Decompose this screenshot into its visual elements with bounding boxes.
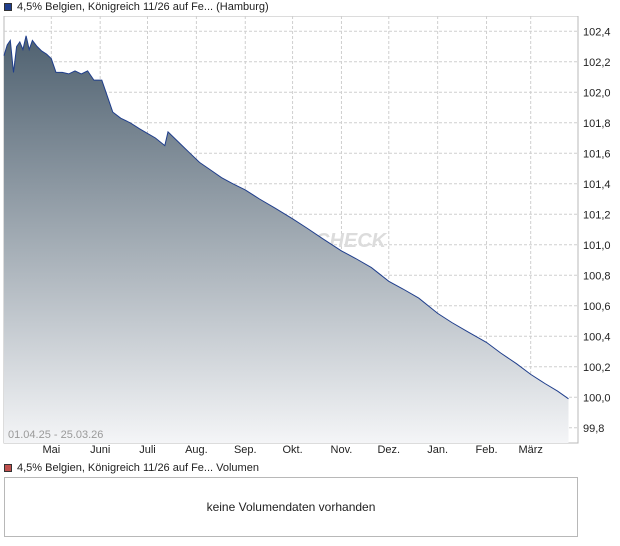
legend-volume-series: 4,5% Belgien, Königreich 11/26 auf Fe...… — [4, 461, 259, 475]
y-tick-label: 100,8 — [583, 270, 611, 282]
legend-volume-swatch — [4, 464, 12, 472]
x-tick-label: Feb. — [476, 444, 498, 456]
x-tick-label: Nov. — [331, 444, 353, 456]
x-tick-label: Dez. — [377, 444, 400, 456]
price-area — [4, 35, 569, 444]
legend-volume-label: 4,5% Belgien, Königreich 11/26 auf Fe...… — [17, 462, 259, 474]
x-tick-label: Okt. — [282, 444, 302, 456]
legend-price-label: 4,5% Belgien, Königreich 11/26 auf Fe...… — [17, 1, 269, 13]
y-tick-label: 101,0 — [583, 240, 611, 252]
x-tick-label: März — [518, 444, 542, 456]
y-tick-label: 101,8 — [583, 118, 611, 130]
x-tick-label: Sep. — [234, 444, 257, 456]
x-tick-label: Mai — [42, 444, 60, 456]
legend-price-swatch — [4, 3, 12, 11]
y-tick-label: 100,0 — [583, 392, 611, 404]
y-tick-label: 101,2 — [583, 209, 611, 221]
volume-empty-message: keine Volumendaten vorhanden — [206, 500, 376, 514]
legend-price-series: 4,5% Belgien, Königreich 11/26 auf Fe...… — [4, 0, 269, 14]
x-tick-label: Jan. — [427, 444, 448, 456]
date-range-label: 01.04.25 - 25.03.26 — [8, 429, 103, 441]
x-tick-label: Aug. — [185, 444, 208, 456]
x-axis-ticks: Mai Juni Juli Aug. Sep. Okt. Nov. Dez. Jan. Feb. M… — [42, 444, 542, 456]
y-tick-label: 102,0 — [583, 87, 611, 99]
y-tick-label: 99,8 — [583, 423, 604, 435]
y-tick-label: 100,2 — [583, 362, 611, 374]
price-line — [3, 35, 569, 400]
y-tick-label: 102,2 — [583, 57, 611, 69]
y-tick-label: 100,6 — [583, 301, 611, 313]
x-tick-label: Juni — [90, 444, 110, 456]
y-tick-label: 100,4 — [583, 331, 611, 343]
x-tick-label: Juli — [139, 444, 156, 456]
price-chart: CHECK 99,8100,0100,2100,4100,6100,8101,0… — [3, 16, 611, 456]
y-axis-ticks: 99,8 100,0 100,2 100,4 100,6 100,8 101,0 101,2 1… — [583, 26, 611, 435]
y-tick-label: 101,6 — [583, 148, 611, 160]
y-tick-label: 102,4 — [583, 26, 611, 38]
y-tick-label: 101,4 — [583, 179, 611, 191]
volume-panel: keine Volumendaten vorhanden — [4, 477, 578, 537]
